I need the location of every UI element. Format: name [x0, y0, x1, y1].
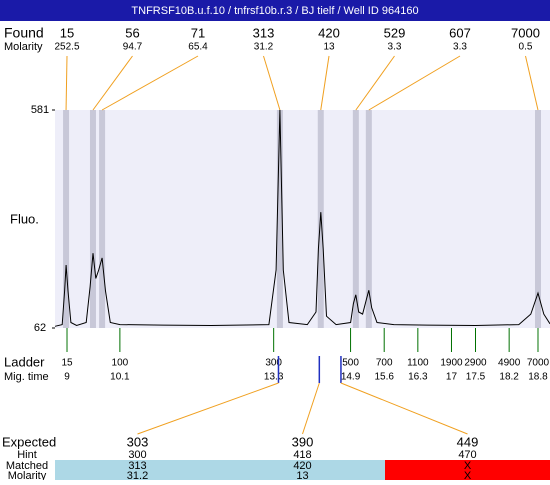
peak-band	[276, 110, 283, 328]
found-connector	[92, 55, 133, 111]
match-cell	[220, 460, 385, 480]
hint: 470	[458, 449, 476, 461]
ladder-size: 1900	[440, 358, 463, 369]
peak-band	[89, 110, 96, 328]
found-connector	[320, 55, 330, 111]
mig-time-label: Mig. time	[4, 371, 49, 383]
ladder-size: 2900	[464, 358, 487, 369]
found-size: 7000	[511, 25, 540, 40]
found-molarity: 3.3	[388, 42, 402, 53]
matched: 313	[128, 460, 146, 472]
found-connector	[368, 55, 461, 111]
title-bar	[0, 0, 550, 21]
expected-size: 449	[457, 434, 479, 449]
ladder-label: Ladder	[4, 354, 45, 369]
title: TNFRSF10B.u.f.10 / tnfrsf10b.r.3 / BJ ti…	[131, 5, 418, 17]
plot-area	[55, 110, 550, 328]
expected-label: Expected	[2, 434, 56, 449]
found-molarity: 13	[323, 42, 335, 53]
found-size: 313	[253, 25, 275, 40]
expected-connector	[137, 382, 279, 435]
ladder-time: 13.3	[264, 372, 284, 383]
found-molarity: 94.7	[123, 42, 143, 53]
ladder-size: 100	[112, 358, 129, 369]
found-size: 56	[125, 25, 139, 40]
ladder-time: 15.6	[374, 372, 394, 383]
y-tick-label: 62	[34, 322, 46, 334]
ladder-size: 500	[342, 358, 359, 369]
matched-label: Matched	[6, 460, 48, 472]
peak-band	[365, 110, 372, 328]
matched: X	[464, 460, 472, 472]
found-size: 607	[449, 25, 471, 40]
peak-band	[63, 110, 70, 328]
ladder-time: 10.1	[110, 372, 130, 383]
ladder-time: 14.9	[341, 372, 361, 383]
ladder-size: 15	[61, 358, 73, 369]
matched-molarity: X	[464, 470, 472, 480]
ladder-time: 18.2	[499, 372, 519, 383]
found-molarity: 3.3	[453, 42, 467, 53]
ladder-size: 4900	[498, 358, 521, 369]
found-molarity: 31.2	[254, 42, 274, 53]
peak-band	[99, 110, 106, 328]
trace	[54, 109, 550, 327]
peak-band	[352, 110, 359, 328]
found-size: 420	[318, 25, 340, 40]
hint-label: Hint	[17, 449, 37, 461]
ladder-size: 7000	[527, 358, 550, 369]
hint: 418	[293, 449, 311, 461]
found-molarity: 252.5	[54, 42, 79, 53]
found-size: 71	[191, 25, 205, 40]
found-molarity: 65.4	[188, 42, 208, 53]
found-connector	[355, 55, 395, 111]
molarity-label: Molarity	[4, 41, 43, 53]
expected-connector	[340, 382, 468, 435]
matched-molarity: 31.2	[127, 470, 148, 480]
match-cell	[385, 460, 550, 480]
found-connector	[263, 55, 281, 111]
ladder-size: 700	[376, 358, 393, 369]
ladder-time: 18.8	[528, 372, 548, 383]
peak-band	[534, 110, 541, 328]
matched: 420	[293, 460, 311, 472]
ladder-time: 9	[64, 372, 70, 383]
found-molarity: 0.5	[519, 42, 533, 53]
ladder-size: 300	[265, 358, 282, 369]
found-label: Found	[4, 25, 44, 41]
match-cell	[55, 460, 220, 480]
found-connector	[525, 55, 539, 111]
ladder-size: 1100	[407, 358, 429, 369]
matched-molarity: 13	[296, 470, 308, 480]
ladder-time: 17	[446, 372, 458, 383]
expected-size: 390	[292, 434, 314, 449]
found-connector	[65, 55, 68, 111]
hint: 300	[128, 449, 146, 461]
ladder-time: 17.5	[466, 372, 486, 383]
row-molarity-label: Molarity	[8, 470, 47, 480]
found-connector	[101, 55, 199, 111]
expected-connector	[302, 382, 320, 435]
y-tick-label: 581	[31, 104, 49, 116]
found-size: 529	[384, 25, 406, 40]
ladder-time: 16.3	[408, 372, 428, 383]
y-label: Fluo.	[10, 211, 39, 226]
expected-size: 303	[127, 434, 149, 449]
found-size: 15	[60, 25, 74, 40]
